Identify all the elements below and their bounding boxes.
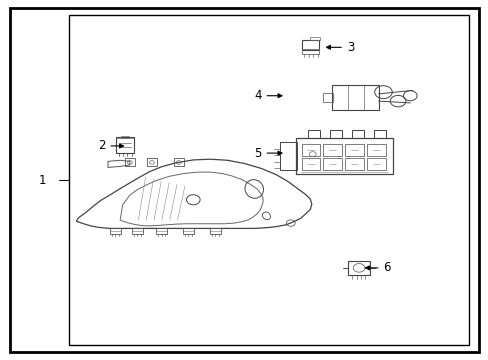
Bar [156, 228, 166, 234]
Text: 3: 3 [326, 41, 353, 54]
Bar [295, 138, 392, 174]
Bar [329, 130, 341, 138]
Bar [69, 15, 468, 345]
Bar [173, 158, 183, 166]
Bar [110, 228, 121, 234]
Bar [345, 158, 363, 170]
Bar [183, 228, 193, 234]
Bar [209, 228, 220, 234]
Bar [347, 261, 369, 275]
Bar [351, 130, 363, 138]
Text: 1: 1 [39, 174, 46, 186]
Bar [121, 135, 129, 138]
Text: 6: 6 [365, 261, 390, 274]
Bar [280, 141, 296, 170]
Bar [116, 137, 134, 153]
Bar [301, 144, 320, 156]
Text: 2: 2 [98, 139, 123, 152]
Bar [366, 144, 385, 156]
Bar [345, 144, 363, 156]
Bar [301, 158, 320, 170]
Bar [301, 40, 319, 50]
Bar [323, 144, 341, 156]
Bar [322, 93, 332, 102]
Bar [366, 158, 385, 170]
Bar [132, 228, 142, 234]
Bar [323, 158, 341, 170]
Bar [307, 130, 320, 138]
Bar [301, 49, 319, 54]
Bar [147, 158, 157, 166]
Bar [331, 85, 378, 110]
Text: 5: 5 [254, 147, 282, 159]
Bar [125, 158, 135, 166]
Bar [373, 130, 385, 138]
Bar [310, 37, 320, 40]
Text: 4: 4 [254, 89, 282, 102]
